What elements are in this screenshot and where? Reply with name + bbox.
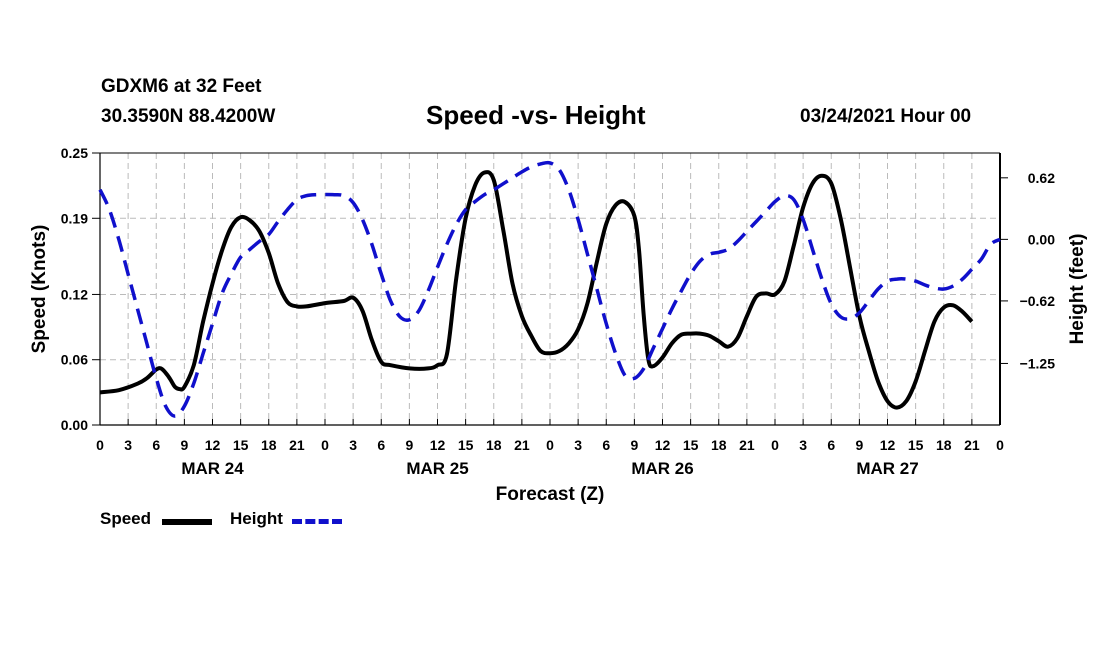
- x-tick-label: 6: [377, 437, 385, 453]
- x-tick-label: 15: [908, 437, 924, 453]
- legend-speed-swatch: [162, 519, 212, 525]
- x-tick-label: 18: [936, 437, 952, 453]
- x-tick-label: 3: [124, 437, 132, 453]
- y-right-tick-label: 0.00: [1028, 231, 1055, 247]
- y-right-tick-label: 0.62: [1028, 170, 1055, 186]
- legend-height-swatch: [292, 519, 342, 524]
- speed-series-line: [99, 170, 974, 410]
- height-series-line: [98, 160, 1001, 418]
- x-tick-label: 18: [711, 437, 727, 453]
- x-axis-title: Forecast (Z): [496, 484, 605, 505]
- y-left-tick-label: 0.25: [61, 145, 88, 161]
- x-tick-label: 15: [458, 437, 474, 453]
- x-day-label: MAR 24: [181, 459, 244, 478]
- legend-speed-label: Speed: [100, 509, 152, 528]
- y-left-tick-label: 0.12: [61, 286, 88, 302]
- y-left-tick-label: 0.06: [61, 352, 88, 368]
- x-tick-label: 12: [655, 437, 671, 453]
- x-tick-label: 0: [771, 437, 779, 453]
- x-tick-label: 9: [855, 437, 863, 453]
- x-tick-label: 0: [96, 437, 104, 453]
- x-tick-label: 6: [152, 437, 160, 453]
- x-tick-label: 9: [405, 437, 413, 453]
- x-tick-label: 21: [739, 437, 755, 453]
- x-tick-label: 0: [996, 437, 1004, 453]
- x-tick-label: 21: [514, 437, 530, 453]
- y-right-tick-label: −0.62: [1020, 293, 1056, 309]
- forecast-datetime: 03/24/2021 Hour 00: [800, 106, 972, 127]
- x-tick-label: 0: [321, 437, 329, 453]
- x-tick-label: 3: [349, 437, 357, 453]
- x-tick-label: 15: [233, 437, 249, 453]
- x-tick-label: 21: [289, 437, 305, 453]
- x-day-label: MAR 25: [406, 459, 468, 478]
- x-tick-label: 3: [574, 437, 582, 453]
- coordinates-label: 30.3590N 88.4200W: [101, 106, 276, 127]
- x-tick-label: 0: [546, 437, 554, 453]
- x-tick-label: 3: [799, 437, 807, 453]
- station-label: GDXM6 at 32 Feet: [101, 76, 262, 97]
- x-tick-label: 18: [261, 437, 277, 453]
- y-right-tick-label: −1.25: [1020, 355, 1056, 371]
- y-left-tick-label: 0.00: [61, 417, 88, 433]
- x-day-label: MAR 27: [856, 459, 918, 478]
- x-tick-label: 6: [827, 437, 835, 453]
- x-day-label: MAR 26: [631, 459, 693, 478]
- x-tick-label: 12: [205, 437, 221, 453]
- y-left-tick-label: 0.19: [61, 210, 88, 226]
- x-tick-label: 6: [602, 437, 610, 453]
- y-right-axis-title: Height (feet): [1067, 234, 1088, 345]
- x-tick-label: 15: [683, 437, 699, 453]
- chart-title: Speed -vs- Height: [426, 100, 646, 130]
- y-left-axis-title: Speed (Knots): [29, 225, 50, 354]
- x-tick-label: 9: [630, 437, 638, 453]
- x-tick-label: 12: [430, 437, 446, 453]
- x-tick-label: 21: [964, 437, 980, 453]
- x-tick-label: 18: [486, 437, 502, 453]
- legend-height-label: Height: [230, 509, 283, 528]
- x-tick-label: 12: [880, 437, 896, 453]
- x-tick-label: 9: [180, 437, 188, 453]
